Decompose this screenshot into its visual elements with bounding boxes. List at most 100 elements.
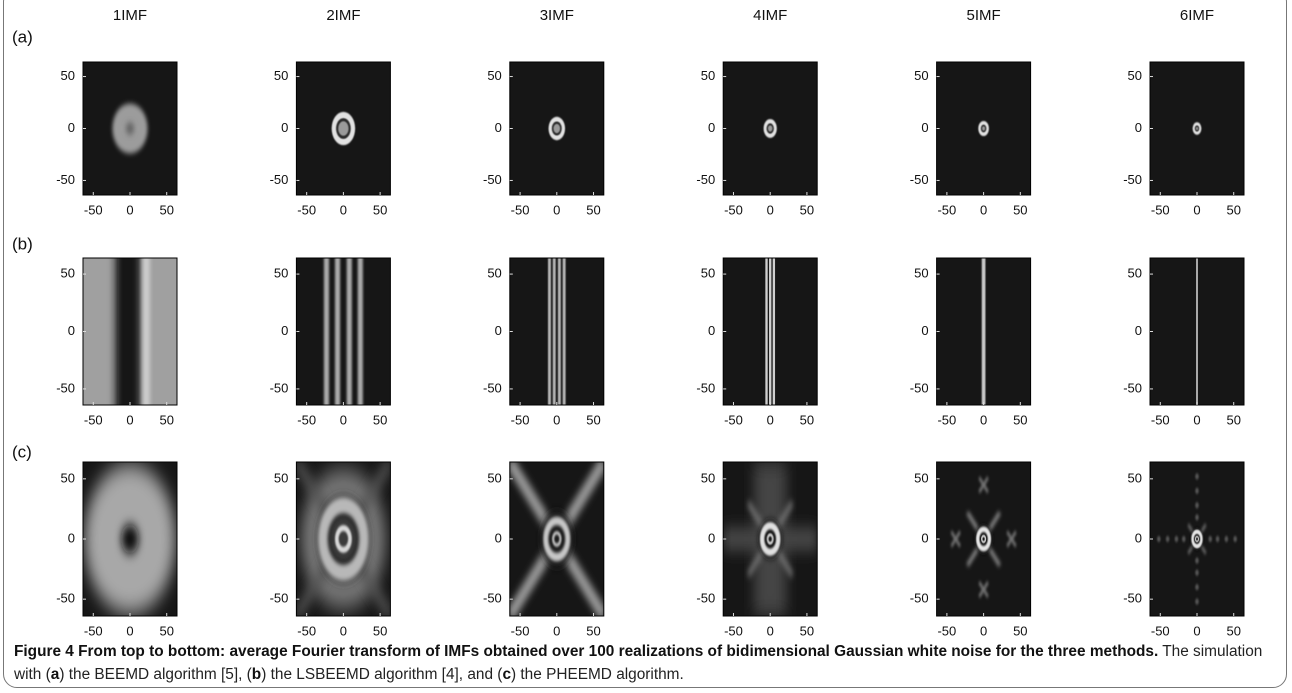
image-panel bbox=[296, 62, 390, 195]
noise-texture bbox=[296, 62, 390, 195]
image-panel bbox=[510, 240, 604, 424]
y-tick-label: -50 bbox=[1123, 380, 1142, 395]
noise-texture bbox=[83, 258, 177, 405]
column-title: 1IMF bbox=[113, 7, 147, 24]
y-tick-label: -50 bbox=[270, 380, 289, 395]
caption-run: ) the PHEEMD algorithm. bbox=[511, 666, 684, 683]
y-tick-label: 0 bbox=[921, 120, 928, 135]
x-tick-label: 0 bbox=[1193, 412, 1200, 427]
y-tick-label: 0 bbox=[921, 530, 928, 545]
x-tick-label: 50 bbox=[1013, 412, 1027, 427]
x-tick-label: 0 bbox=[126, 412, 133, 427]
caption-run: ) the LSBEEMD algorithm [4], and ( bbox=[261, 666, 502, 683]
image-panel bbox=[723, 62, 817, 195]
y-tick-label: 50 bbox=[487, 68, 501, 83]
y-tick-label: -50 bbox=[483, 172, 502, 187]
y-tick-label: -50 bbox=[270, 172, 289, 187]
x-tick-label: 0 bbox=[980, 623, 987, 638]
y-tick-label: 0 bbox=[68, 323, 75, 338]
noise-texture bbox=[723, 462, 817, 616]
y-tick-label: 50 bbox=[914, 266, 928, 281]
x-tick-label: -50 bbox=[724, 412, 743, 427]
noise-texture bbox=[510, 462, 604, 616]
column-title: 5IMF bbox=[967, 7, 1001, 24]
noise-texture bbox=[1150, 258, 1244, 405]
x-tick-label: 50 bbox=[586, 623, 600, 638]
x-tick-label: -50 bbox=[297, 412, 316, 427]
caption-run: ) the BEEMD algorithm [5], ( bbox=[59, 666, 251, 683]
x-tick-label: 50 bbox=[373, 623, 387, 638]
x-tick-label: -50 bbox=[511, 202, 530, 217]
y-tick-label: 0 bbox=[281, 120, 288, 135]
x-tick-label: -50 bbox=[511, 412, 530, 427]
x-tick-label: -50 bbox=[297, 623, 316, 638]
x-tick-label: 0 bbox=[126, 623, 133, 638]
y-tick-label: -50 bbox=[910, 172, 929, 187]
row-label: (c) bbox=[12, 442, 32, 461]
y-tick-label: 0 bbox=[921, 323, 928, 338]
x-tick-label: 50 bbox=[800, 412, 814, 427]
x-tick-label: 0 bbox=[1193, 623, 1200, 638]
image-panel bbox=[937, 62, 1031, 195]
caption-label: Figure 4 bbox=[14, 643, 74, 660]
x-tick-label: -50 bbox=[724, 623, 743, 638]
image-panel bbox=[1150, 240, 1244, 424]
x-tick-label: -50 bbox=[297, 202, 316, 217]
x-tick-label: 0 bbox=[767, 412, 774, 427]
x-tick-label: -50 bbox=[84, 623, 103, 638]
y-tick-label: 50 bbox=[1128, 470, 1142, 485]
x-tick-label: 50 bbox=[1013, 202, 1027, 217]
y-tick-label: 50 bbox=[274, 68, 288, 83]
x-tick-label: 0 bbox=[553, 623, 560, 638]
y-tick-label: -50 bbox=[696, 172, 715, 187]
y-tick-label: -50 bbox=[483, 591, 502, 606]
y-tick-label: -50 bbox=[910, 380, 929, 395]
noise-texture bbox=[723, 62, 817, 195]
x-tick-label: 50 bbox=[1226, 623, 1240, 638]
x-tick-label: 0 bbox=[980, 412, 987, 427]
noise-texture bbox=[510, 62, 604, 195]
image-panel bbox=[296, 240, 390, 424]
column-title: 4IMF bbox=[753, 7, 787, 24]
noise-texture bbox=[1150, 62, 1244, 195]
noise-texture bbox=[937, 62, 1031, 195]
x-tick-label: 50 bbox=[373, 202, 387, 217]
y-tick-label: 0 bbox=[495, 323, 502, 338]
y-tick-label: 50 bbox=[61, 68, 75, 83]
image-panel bbox=[723, 462, 817, 616]
x-tick-label: -50 bbox=[937, 202, 956, 217]
y-tick-label: 50 bbox=[274, 470, 288, 485]
image-panel bbox=[1150, 462, 1244, 616]
image-panel bbox=[510, 462, 604, 616]
x-tick-label: -50 bbox=[1151, 202, 1170, 217]
x-tick-label: 0 bbox=[126, 202, 133, 217]
x-tick-label: -50 bbox=[724, 202, 743, 217]
x-tick-label: 50 bbox=[800, 202, 814, 217]
y-tick-label: -50 bbox=[270, 591, 289, 606]
y-tick-label: 0 bbox=[708, 323, 715, 338]
image-panel bbox=[83, 462, 177, 616]
image-panel bbox=[937, 462, 1031, 616]
noise-texture bbox=[937, 258, 1031, 405]
x-tick-label: 0 bbox=[340, 202, 347, 217]
x-tick-label: 0 bbox=[340, 412, 347, 427]
y-tick-label: -50 bbox=[56, 172, 75, 187]
page: 1IMF2IMF3IMF4IMF5IMF6IMF(a)-50050500-50-… bbox=[0, 0, 1292, 693]
image-panel bbox=[510, 62, 604, 195]
y-tick-label: 50 bbox=[487, 266, 501, 281]
x-tick-label: 50 bbox=[1013, 623, 1027, 638]
image-panel bbox=[723, 240, 817, 424]
y-tick-label: 0 bbox=[1135, 530, 1142, 545]
image-panel bbox=[937, 240, 1031, 424]
image-panel bbox=[83, 62, 177, 195]
x-tick-label: 50 bbox=[800, 623, 814, 638]
image-panel bbox=[79, 240, 182, 424]
y-tick-label: -50 bbox=[696, 591, 715, 606]
x-tick-label: 50 bbox=[159, 202, 173, 217]
image-panel bbox=[296, 462, 390, 616]
x-tick-label: 50 bbox=[586, 412, 600, 427]
y-tick-label: 0 bbox=[1135, 323, 1142, 338]
y-tick-label: -50 bbox=[1123, 172, 1142, 187]
x-tick-label: 50 bbox=[586, 202, 600, 217]
